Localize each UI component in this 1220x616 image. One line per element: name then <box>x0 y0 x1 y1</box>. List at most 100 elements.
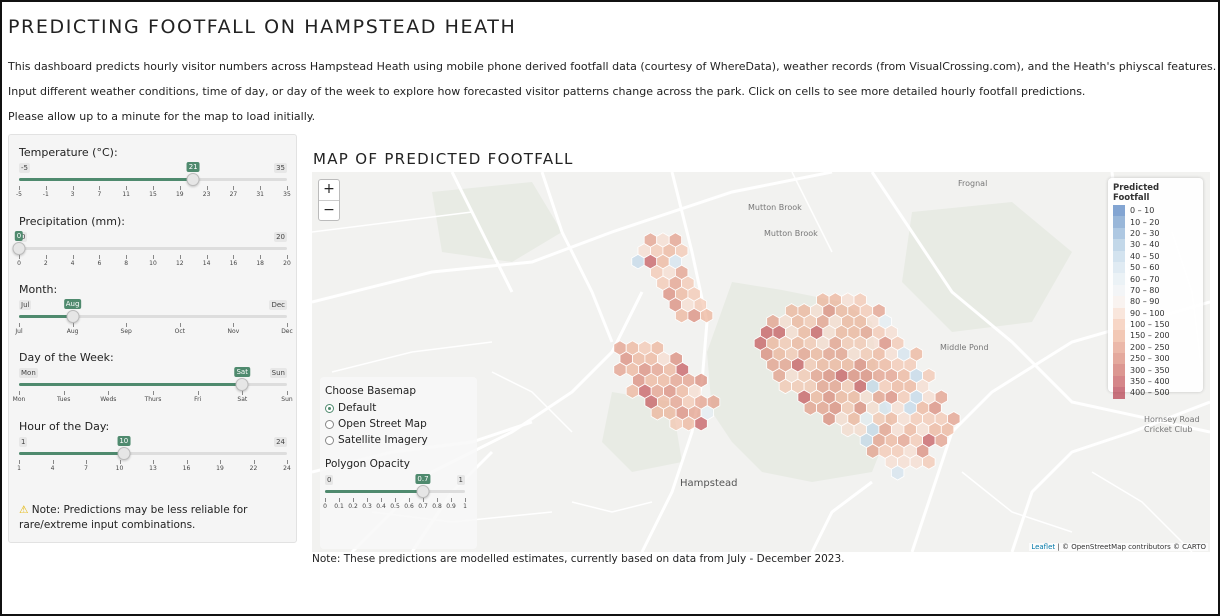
slider-handle[interactable] <box>117 447 131 460</box>
footfall-cell[interactable] <box>631 253 645 270</box>
footfall-cell[interactable] <box>625 383 640 399</box>
legend-label: 60 – 70 <box>1130 274 1160 284</box>
slider-track[interactable] <box>19 315 287 318</box>
footfall-cell[interactable] <box>891 465 905 481</box>
basemap-option-satellite[interactable]: Satellite Imagery <box>325 432 472 448</box>
basemap-option-default[interactable]: Default <box>325 400 472 416</box>
slider-tick-label: 31 <box>256 191 265 198</box>
slider-handle[interactable] <box>186 173 200 186</box>
slider-tick-label: 0 <box>17 260 21 267</box>
slider-tick-label: Sat <box>237 396 248 403</box>
slider-min: Mon <box>19 368 38 378</box>
precipitation-slider[interactable]: Precipitation (mm): 0 20 0 0 2 4 6 8 10 12 14 16 18 20 <box>12 215 291 277</box>
slider-tick <box>72 255 74 259</box>
slider-tick-label: 10 <box>149 260 157 267</box>
slider-handle[interactable] <box>66 310 80 323</box>
slider-tick <box>437 498 438 502</box>
legend-item: 300 – 350 <box>1113 364 1198 376</box>
slider-tick-label: 6 <box>97 260 102 267</box>
slider-tick-label: 19 <box>216 465 224 472</box>
polygon-opacity-slider[interactable]: 0 1 0.7 0 0.1 0.2 0.3 0.4 0.5 0.6 0.7 0.8 0.9 1 Polygo… <box>323 458 467 522</box>
slider-tick <box>287 255 288 259</box>
slider-tick-label: Thurs <box>144 396 162 403</box>
slider-tick-label: 4 <box>50 465 55 472</box>
controls-panel: Temperature (°C): -5 35 21 -5 -1 3 7 11 15 19 23 27 3… <box>8 134 297 543</box>
slider-ticks: -5 -1 3 7 11 15 19 23 27 31 35 <box>16 186 291 206</box>
legend-swatch <box>1113 330 1125 342</box>
footfall-cell[interactable] <box>778 378 792 395</box>
slider-handle[interactable] <box>235 378 249 391</box>
legend-item: 40 – 50 <box>1113 250 1198 262</box>
legend-label: 30 – 40 <box>1130 240 1160 250</box>
legend-item: 0 – 10 <box>1113 205 1198 217</box>
slider-track[interactable] <box>19 452 287 455</box>
footfall-cell[interactable] <box>650 405 664 421</box>
slider-tick <box>153 460 154 464</box>
footfall-cell[interactable] <box>922 454 936 470</box>
footfall-cell[interactable] <box>866 443 880 459</box>
slider-handle[interactable] <box>416 485 430 498</box>
slider-min: 1 <box>19 437 28 447</box>
slider-tick <box>353 498 354 502</box>
footfall-cell[interactable] <box>675 307 689 324</box>
footfall-cell[interactable] <box>909 454 923 470</box>
basemap-option-osm[interactable]: Open Street Map <box>325 416 472 432</box>
slider-ticks: Mon Tues Weds Thurs Fri Sat Sun <box>13 391 293 411</box>
slider-tick <box>325 498 326 502</box>
data-footnote: Note: These predictions are modelled est… <box>312 553 845 565</box>
footfall-cell[interactable] <box>822 411 836 427</box>
radio-selected-icon <box>325 403 334 413</box>
zoom-in-button[interactable]: + <box>323 181 335 197</box>
legend-swatch <box>1113 375 1125 388</box>
month-slider[interactable]: Month: Jul Dec Aug Jul Aug Sep Oct Nov Dec <box>15 283 292 345</box>
zoom-out-button[interactable]: − <box>319 200 339 220</box>
day-of-week-slider[interactable]: Day of the Week: Mon Sun Sat Mon Tues Weds Thur… <box>13 351 293 413</box>
place-label-hampstead: Hampstead <box>680 478 738 489</box>
temperature-slider[interactable]: Temperature (°C): -5 35 21 -5 -1 3 7 11 15 19 23 27 3… <box>16 146 291 208</box>
footfall-cell[interactable] <box>669 415 683 432</box>
slider-tick-label: 0.4 <box>376 503 386 510</box>
slider-tick <box>242 391 244 395</box>
slider-tick-label: 24 <box>283 465 291 472</box>
map-attribution: Leaflet | © OpenStreetMap contributors ©… <box>1029 543 1208 551</box>
footfall-cell[interactable] <box>694 415 708 432</box>
slider-tick <box>367 498 368 502</box>
slider-fill <box>19 178 194 181</box>
slider-track[interactable] <box>19 247 287 250</box>
slider-tick-label: 0.6 <box>404 503 414 510</box>
slider-tick <box>253 460 255 464</box>
radio-icon <box>325 419 334 429</box>
slider-tick <box>423 498 424 502</box>
legend-item: 20 – 30 <box>1113 227 1198 240</box>
leaflet-link[interactable]: Leaflet <box>1031 543 1056 551</box>
hour-slider[interactable]: Hour of the Day: 1 24 10 1 4 7 10 13 16 19 22 24 <box>17 420 291 482</box>
slider-tick <box>72 323 74 327</box>
slider-handle[interactable] <box>12 242 26 255</box>
slider-tick <box>19 255 20 259</box>
slider-tick-label: 0 <box>323 503 327 510</box>
legend-label: 70 – 80 <box>1130 285 1160 295</box>
radio-icon <box>325 435 334 445</box>
polygon-opacity-label: Polygon Opacity <box>325 458 410 470</box>
footfall-cell[interactable] <box>841 421 855 438</box>
legend-label: 40 – 50 <box>1130 251 1160 261</box>
slider-tick-label: 3 <box>70 191 75 198</box>
load-notice: Please allow up to a minute for the map … <box>8 110 316 123</box>
slider-tick-label: 13 <box>149 465 157 472</box>
footfall-map[interactable]: Mutton Brook Mutton Brook Frognal Middle… <box>312 172 1210 552</box>
intro-text: Input different weather conditions, time… <box>8 85 1086 98</box>
slider-tick <box>179 186 181 190</box>
slider-tick-label: Fri <box>194 396 202 403</box>
basemap-option-label: Satellite Imagery <box>338 434 428 446</box>
legend-label: 100 – 150 <box>1130 320 1170 330</box>
footfall-cell[interactable] <box>700 307 714 324</box>
footfall-cell[interactable] <box>687 307 701 324</box>
footfall-cell[interactable] <box>803 400 817 416</box>
footfall-cell[interactable] <box>613 361 627 378</box>
footfall-cell[interactable] <box>934 432 948 449</box>
slider-value: 21 <box>186 162 200 172</box>
slider-tick-label: 20 <box>283 260 291 267</box>
slider-tick <box>287 186 288 190</box>
footfall-cell[interactable] <box>682 415 696 432</box>
